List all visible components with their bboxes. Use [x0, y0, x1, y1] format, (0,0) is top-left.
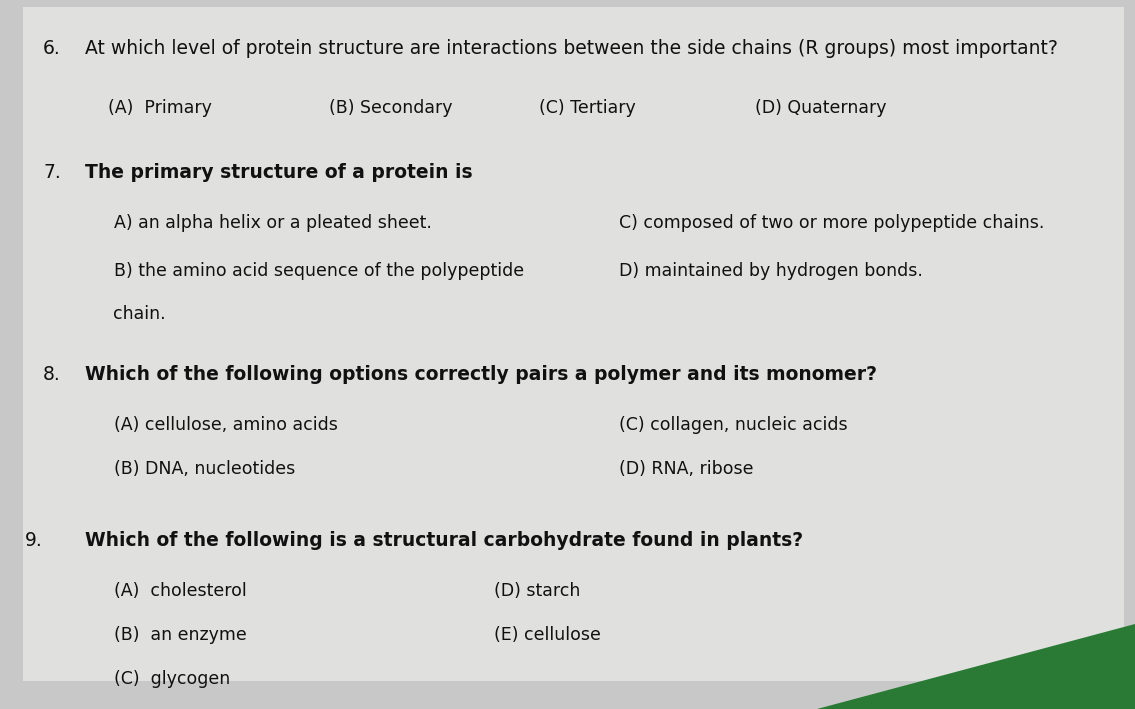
Text: (B) Secondary: (B) Secondary [329, 99, 453, 117]
Text: Which of the following options correctly pairs a polymer and its monomer?: Which of the following options correctly… [85, 365, 877, 384]
Text: The primary structure of a protein is: The primary structure of a protein is [85, 163, 473, 182]
Text: (C)  glycogen: (C) glycogen [114, 670, 229, 688]
Text: (C) collagen, nucleic acids: (C) collagen, nucleic acids [619, 416, 847, 434]
Text: 9.: 9. [25, 531, 43, 550]
Text: (B) DNA, nucleotides: (B) DNA, nucleotides [114, 460, 295, 478]
Text: (A)  cholesterol: (A) cholesterol [114, 582, 246, 600]
Text: C) composed of two or more polypeptide chains.: C) composed of two or more polypeptide c… [619, 214, 1044, 232]
Polygon shape [817, 624, 1135, 709]
Text: (A) cellulose, amino acids: (A) cellulose, amino acids [114, 416, 337, 434]
Text: A) an alpha helix or a pleated sheet.: A) an alpha helix or a pleated sheet. [114, 214, 431, 232]
Text: 7.: 7. [43, 163, 61, 182]
Text: (E) cellulose: (E) cellulose [494, 626, 600, 644]
Text: (D) starch: (D) starch [494, 582, 580, 600]
Text: chain.: chain. [114, 305, 166, 323]
Text: (D) Quaternary: (D) Quaternary [755, 99, 886, 117]
Text: (D) RNA, ribose: (D) RNA, ribose [619, 460, 754, 478]
Text: At which level of protein structure are interactions between the side chains (R : At which level of protein structure are … [85, 39, 1058, 58]
Text: 6.: 6. [43, 39, 61, 58]
Text: D) maintained by hydrogen bonds.: D) maintained by hydrogen bonds. [619, 262, 923, 280]
Text: (C) Tertiary: (C) Tertiary [539, 99, 636, 117]
Text: 8.: 8. [43, 365, 61, 384]
Text: Which of the following is a structural carbohydrate found in plants?: Which of the following is a structural c… [85, 531, 804, 550]
Text: B) the amino acid sequence of the polypeptide: B) the amino acid sequence of the polype… [114, 262, 523, 280]
Text: (B)  an enzyme: (B) an enzyme [114, 626, 246, 644]
Text: (A)  Primary: (A) Primary [108, 99, 212, 117]
